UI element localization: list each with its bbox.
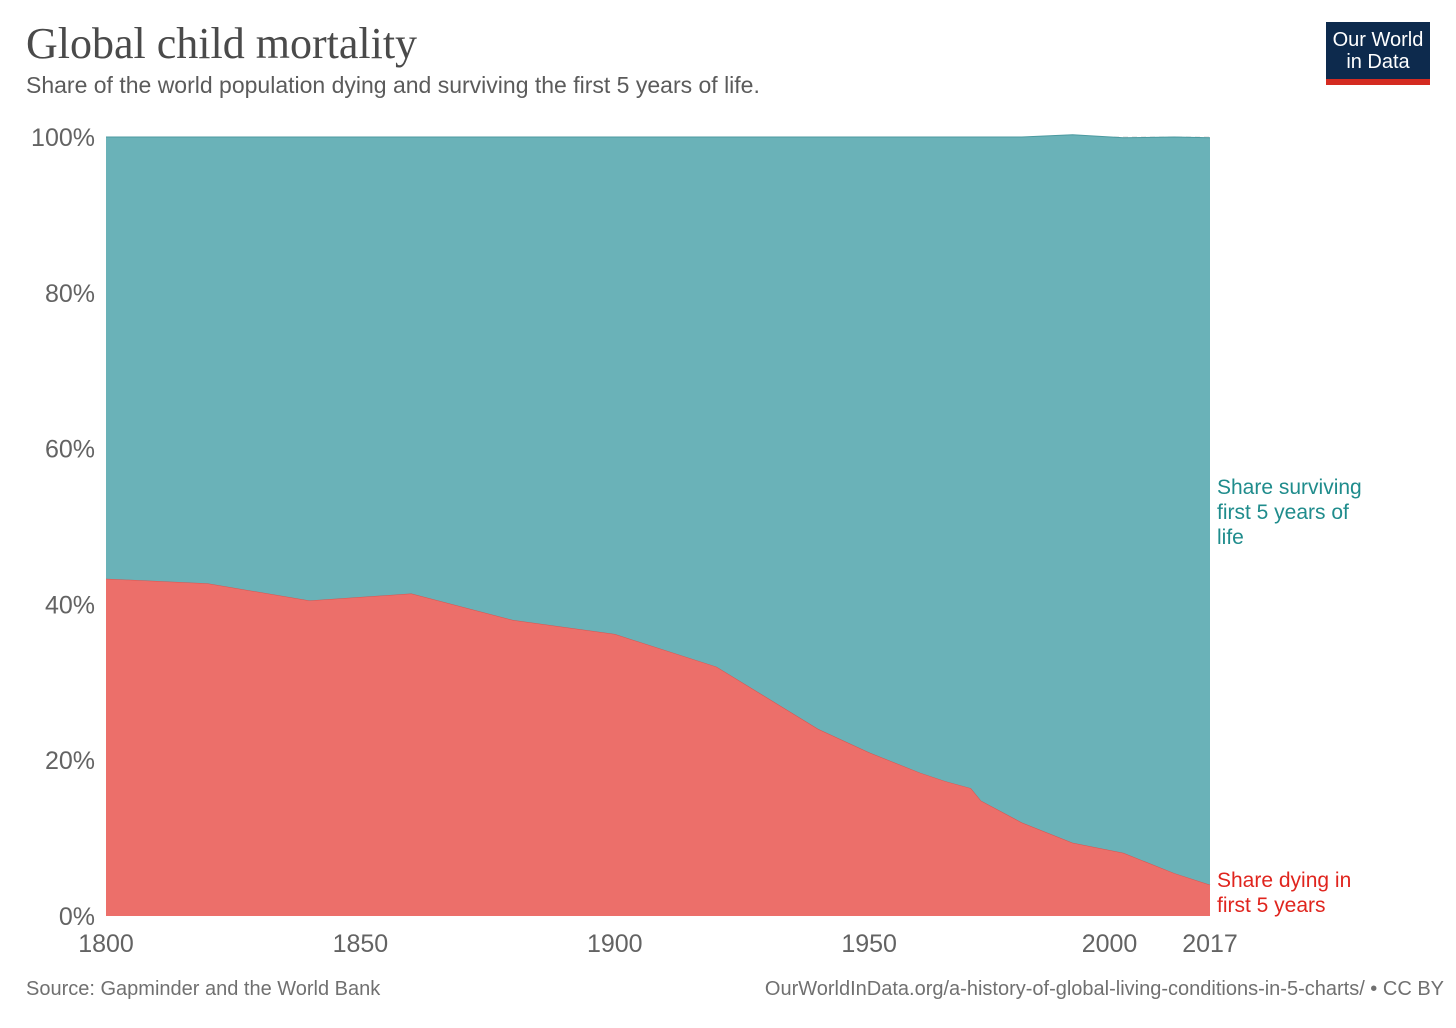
series-labels: Share dying in first 5 years Share survivi… xyxy=(1217,476,1362,917)
series-label-line: first 5 years of xyxy=(1217,501,1349,524)
chart-subtitle: Share of the world population dying and … xyxy=(26,72,760,98)
area-surviving[interactable] xyxy=(106,134,1210,885)
owid-logo[interactable]: Our World in Data xyxy=(1326,22,1430,85)
area-series xyxy=(105,134,1211,916)
y-tick-label-5: 100% xyxy=(31,124,95,152)
series-label-line: life xyxy=(1217,526,1244,549)
source-url[interactable]: OurWorldInData.org/a-history-of-global-l… xyxy=(764,978,1444,1000)
x-tick-label-1: 1850 xyxy=(333,930,389,958)
series-label-line: Share surviving xyxy=(1217,476,1362,499)
x-tick-label-0: 1800 xyxy=(78,930,134,958)
y-tick-label-4: 80% xyxy=(45,280,95,308)
y-axis-ticks: 0% 20% 40% 60% 80% 100% xyxy=(31,124,95,931)
area-dying[interactable] xyxy=(106,578,1210,916)
area-edge-1 xyxy=(106,134,1211,139)
series-label-line: first 5 years xyxy=(1217,894,1326,917)
y-tick-label-3: 60% xyxy=(45,436,95,464)
y-tick-label-1: 20% xyxy=(45,747,95,775)
x-tick-label-2: 1900 xyxy=(587,930,643,958)
series-label-dying: Share dying in first 5 years xyxy=(1217,869,1351,917)
logo-line-1: Our World xyxy=(1332,29,1424,51)
logo-line-2: in Data xyxy=(1346,51,1410,73)
x-axis-ticks: 1800 1850 1900 1950 2000 2017 xyxy=(78,930,1238,958)
series-label-line: Share dying in xyxy=(1217,869,1351,892)
x-tick-label-5: 2017 xyxy=(1182,930,1238,958)
x-tick-label-3: 1950 xyxy=(841,930,897,958)
y-tick-label-2: 40% xyxy=(45,591,95,619)
y-tick-label-0: 0% xyxy=(59,903,95,931)
source-note: Source: Gapminder and the World Bank xyxy=(26,978,381,1000)
x-tick-label-4: 2000 xyxy=(1082,930,1138,958)
series-label-surviving: Share surviving first 5 years of life xyxy=(1217,476,1362,549)
chart-title: Global child mortality xyxy=(26,19,418,68)
